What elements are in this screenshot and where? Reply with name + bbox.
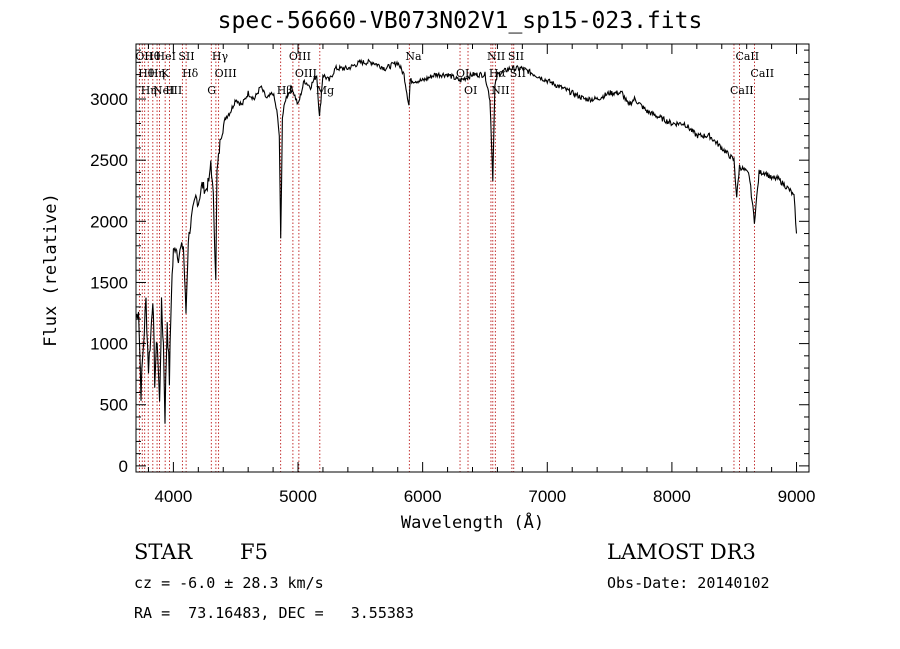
x-tick-label-8000: 8000 xyxy=(653,487,691,506)
line-marker-label-11: G xyxy=(207,84,216,97)
line-marker-label-5: NeIII xyxy=(153,84,182,97)
line-marker-label-8: H xyxy=(165,84,175,97)
line-marker-label-23: NII xyxy=(491,84,509,97)
x-tick-label-5000: 5000 xyxy=(279,487,317,506)
line-marker-label-20: OI xyxy=(464,84,477,97)
coordinates: RA = 73.16483, DEC = 3.55383 xyxy=(134,604,414,622)
x-tick-label-4000: 4000 xyxy=(154,487,192,506)
line-marker-label-12: Hγ xyxy=(212,50,229,63)
y-tick-label-1000: 1000 xyxy=(90,335,128,354)
y-tick-label-0: 0 xyxy=(119,457,128,476)
obs-date: Obs-Date: 20140102 xyxy=(607,574,770,592)
line-marker-label-13: OIII xyxy=(215,67,237,80)
y-axis-label: Flux (relative) xyxy=(41,193,61,347)
x-tick-label-6000: 6000 xyxy=(404,487,442,506)
line-marker-label-6: HeI xyxy=(156,50,176,63)
line-marker-label-21: NII xyxy=(487,50,505,63)
line-marker-label-26: CaII xyxy=(730,84,754,97)
survey-name: LAMOST DR3 xyxy=(607,540,756,564)
line-marker-label-18: Na xyxy=(405,50,422,63)
line-marker-label-2: Hη xyxy=(141,84,157,97)
spectrum-line xyxy=(135,58,798,424)
line-marker-label-27: CaII xyxy=(735,50,759,63)
line-marker-label-17: Mg xyxy=(316,84,334,97)
line-marker-label-19: OI xyxy=(456,67,469,80)
object-class: STAR xyxy=(134,540,193,564)
axis-ticks: 4000 5000 6000 7000 8000 9000 0 500 1000 1500 2000… xyxy=(90,44,815,506)
y-tick-label-2000: 2000 xyxy=(90,212,128,231)
x-axis-label: Wavelength (Å) xyxy=(401,511,544,533)
object-subclass: F5 xyxy=(240,540,268,564)
line-marker-label-3: Hθ xyxy=(144,50,161,63)
line-marker-label-16: OIII xyxy=(295,67,317,80)
line-marker-label-10: Hδ xyxy=(182,67,199,80)
plot-frame xyxy=(135,43,810,473)
y-tick-label-2500: 2500 xyxy=(90,151,128,170)
y-tick-label-3000: 3000 xyxy=(90,90,128,109)
x-tick-label-9000: 9000 xyxy=(778,487,816,506)
line-marker-label-15: OIII xyxy=(289,50,311,63)
line-marker-label-1: Hθ xyxy=(138,67,155,80)
y-tick-label-500: 500 xyxy=(100,396,128,415)
y-tick-label-1500: 1500 xyxy=(90,273,128,292)
line-marker-label-0: OII xyxy=(135,50,153,63)
chart-title: spec-56660-VB073N02V1_sp15-023.fits xyxy=(217,8,703,34)
line-marker-label-9: SII xyxy=(178,50,194,63)
line-marker-label-28: CaII xyxy=(750,67,774,80)
line-marker-label-7: K xyxy=(161,67,170,80)
line-marker-label-4: Hη xyxy=(149,67,165,80)
line-marker-labels: OIIHθHηHθHηNeIIIHeIKHSIIHδGHγOIIIHβOIIIO… xyxy=(135,50,774,97)
line-markers xyxy=(138,44,755,472)
x-tick-label-7000: 7000 xyxy=(528,487,566,506)
line-marker-label-24: SII xyxy=(508,50,524,63)
redshift-readout: cz = -6.0 ± 28.3 km/s xyxy=(134,574,324,592)
